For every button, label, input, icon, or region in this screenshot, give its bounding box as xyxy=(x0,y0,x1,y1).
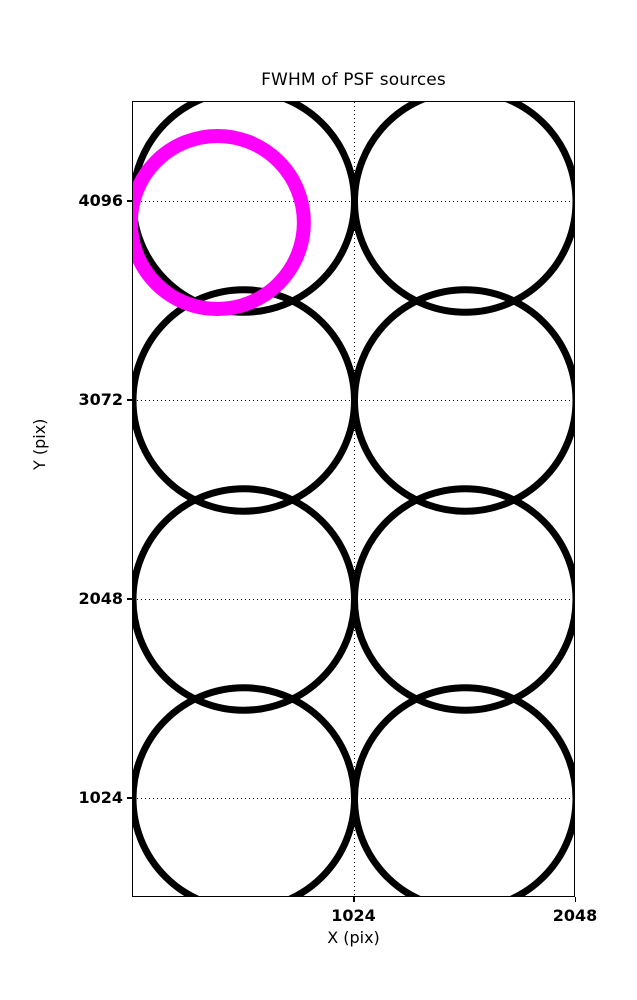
y-tick-label: 3072 xyxy=(78,389,123,409)
chart-title: FWHM of PSF sources xyxy=(0,70,637,90)
psf-source-circle xyxy=(351,286,574,515)
y-axis-label: Y (pix) xyxy=(30,418,49,470)
plot-svg xyxy=(133,102,574,896)
x-tick-mark xyxy=(353,897,355,902)
psf-source-circle xyxy=(351,102,574,316)
x-tick-label: 1024 xyxy=(331,906,376,925)
y-tick-mark xyxy=(127,598,132,600)
psf-source-circle xyxy=(133,684,358,896)
psf-source-circle xyxy=(351,485,574,714)
x-axis-label: X (pix) xyxy=(327,928,380,947)
y-tick-label: 4096 xyxy=(78,190,123,210)
plot-axes-area xyxy=(132,101,575,897)
chart-title-text: FWHM of PSF sources xyxy=(261,70,446,90)
y-tick-mark xyxy=(127,399,132,401)
y-tick-mark xyxy=(127,797,132,799)
psf-source-circle xyxy=(351,684,574,896)
y-tick-label: 2048 xyxy=(78,588,123,608)
x-tick-label: 2048 xyxy=(552,906,598,925)
x-tick-mark xyxy=(574,897,576,902)
y-tick-mark xyxy=(127,200,132,202)
y-tick-label: 1024 xyxy=(78,787,123,807)
highlight-psf-circle xyxy=(133,128,311,316)
